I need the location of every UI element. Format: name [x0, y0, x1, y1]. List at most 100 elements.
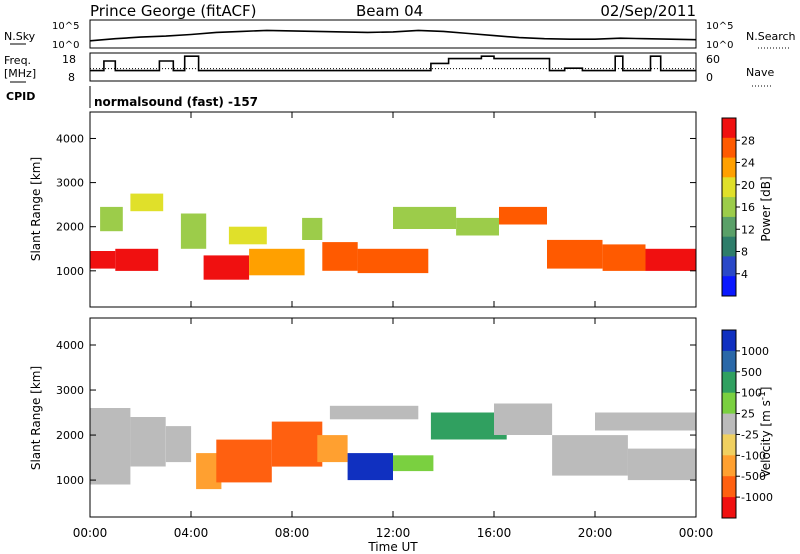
noise-left-tick-bottom: 10^0 — [52, 40, 79, 51]
velocity-region — [552, 435, 628, 476]
noise-sky-line — [89, 29, 697, 42]
x-tick-label: 00:00 — [73, 526, 108, 540]
power-region — [357, 248, 429, 274]
velocity-region — [329, 405, 419, 420]
velocity-colorbar-swatch — [722, 476, 736, 498]
x-tick-label: 04:00 — [174, 526, 209, 540]
x-axis: 00:00 04:00 08:00 12:00 16:00 20:00 00:00 — [73, 112, 714, 540]
cpid-label: CPID — [6, 90, 35, 103]
power-region — [180, 213, 207, 249]
velocity-colorbar-swatch — [722, 371, 736, 394]
power-colorbar-swatch — [722, 137, 736, 159]
velocity-region — [317, 435, 348, 463]
station-title: Prince George (fitACF) — [90, 2, 256, 20]
velocity-colorbar: -1000 -500 -100 -25 25 100 500 1000 — [721, 329, 773, 519]
date-title: 02/Sep/2011 — [600, 2, 696, 20]
velocity-colorbar-frame — [721, 329, 737, 519]
power-region — [130, 193, 164, 212]
velocity-heatmap — [90, 403, 696, 490]
power-y-tick-label: 1000 — [56, 265, 84, 278]
velocity-colorbar-swatch — [722, 434, 736, 456]
power-region — [547, 239, 603, 269]
velocity-region — [130, 417, 166, 467]
freq-right-tick-bottom: 0 — [706, 71, 713, 84]
velocity-region — [627, 448, 696, 481]
power-colorbar-swatch — [722, 216, 736, 238]
velocity-colorbar-tick-label: 1000 — [741, 345, 769, 358]
velocity-colorbar-title-main: Velocity [m s — [759, 400, 773, 477]
power-y-axis-title: Slant Range [km] — [29, 157, 43, 261]
power-colorbar-tick-label: 28 — [741, 134, 755, 147]
power-colorbar-tick-label: 8 — [741, 246, 748, 259]
power-region — [302, 217, 323, 240]
velocity-region — [271, 421, 323, 467]
power-colorbar-title: Power [dB] — [759, 176, 773, 241]
power-colorbar-tick-label: 4 — [741, 268, 748, 281]
freq-panel-frame — [89, 52, 697, 82]
x-tick-label: 12:00 — [376, 526, 411, 540]
velocity-y-tick-label: 1000 — [56, 474, 84, 487]
power-y-tick-label: 3000 — [56, 177, 84, 190]
power-region — [456, 217, 499, 236]
power-region — [90, 251, 116, 269]
velocity-colorbar-swatch — [722, 330, 736, 352]
beam-title: Beam 04 — [356, 2, 423, 20]
power-colorbar-swatch — [722, 276, 736, 297]
noise-left-tick-top: 10^5 — [52, 21, 79, 32]
power-colorbar-tick-label: 24 — [741, 157, 755, 170]
velocity-region — [216, 439, 272, 483]
power-colorbar: 4 8 12 16 20 24 28 — [721, 117, 755, 297]
velocity-y-axis: 1000 2000 3000 4000 — [56, 339, 696, 487]
velocity-colorbar-tick-label: 25 — [741, 408, 755, 421]
power-colorbar-swatch — [722, 256, 736, 277]
noise-right-label: N.Search — [746, 30, 796, 43]
power-region — [203, 255, 250, 280]
velocity-colorbar-title-close: ] — [759, 387, 773, 392]
freq-label-line2: [MHz] — [4, 67, 36, 80]
freq-left-tick-bottom: 8 — [68, 71, 75, 84]
x-tick-label: 00:00 — [679, 526, 714, 540]
noise-right-tick-bottom: 10^0 — [706, 40, 733, 51]
x-axis-title: Time UT — [367, 540, 418, 554]
velocity-region — [393, 455, 434, 472]
noise-right-tick-top: 10^5 — [706, 21, 733, 32]
velocity-colorbar-swatch — [722, 497, 736, 519]
freq-right-tick-top: 60 — [706, 53, 720, 66]
power-region — [645, 248, 696, 271]
x-tick-label: 16:00 — [477, 526, 512, 540]
power-colorbar-tick-label: 20 — [741, 179, 755, 192]
cpid-text: normalsound (fast) -157 — [94, 95, 258, 109]
velocity-colorbar-tick-label: -25 — [741, 428, 759, 441]
noise-panel-frame — [89, 19, 697, 49]
x-tick-label: 20:00 — [578, 526, 613, 540]
power-region — [228, 226, 267, 245]
velocity-colorbar-tick-label: -500 — [741, 470, 766, 483]
velocity-region — [165, 426, 192, 463]
power-y-tick-label: 2000 — [56, 221, 84, 234]
velocity-region — [347, 453, 393, 481]
power-region — [393, 206, 457, 229]
velocity-colorbar-swatch — [722, 413, 736, 435]
velocity-colorbar-swatch — [722, 392, 736, 415]
velocity-colorbar-tick-label: 100 — [741, 387, 762, 400]
power-region — [602, 244, 646, 271]
power-colorbar-tick-label: 16 — [741, 201, 755, 214]
velocity-region — [90, 408, 131, 485]
freq-panel: Freq. [MHz] 18 8 60 0 Nave — [4, 52, 774, 87]
noise-panel: N.Sky 10^5 10^0 10^5 10^0 N.Search — [4, 19, 796, 51]
power-region — [100, 206, 123, 232]
velocity-colorbar-title-exp: -1 — [758, 391, 768, 400]
velocity-y-axis-title: Slant Range [km] — [29, 366, 43, 470]
velocity-colorbar-tick-label: -100 — [741, 449, 766, 462]
power-y-axis: 1000 2000 3000 4000 — [56, 132, 696, 278]
velocity-region — [595, 412, 696, 431]
freq-label-line1: Freq. — [4, 54, 31, 67]
power-region — [499, 206, 547, 225]
power-panel: 1000 2000 3000 4000 Slant Range [km] 4 8 12 16… — [29, 111, 773, 308]
noise-left-label: N.Sky — [4, 30, 36, 43]
velocity-colorbar-title: Velocity [m s-1] — [758, 387, 773, 478]
velocity-colorbar-swatch — [722, 350, 736, 373]
power-colorbar-swatch — [722, 236, 736, 257]
power-region — [115, 248, 159, 271]
